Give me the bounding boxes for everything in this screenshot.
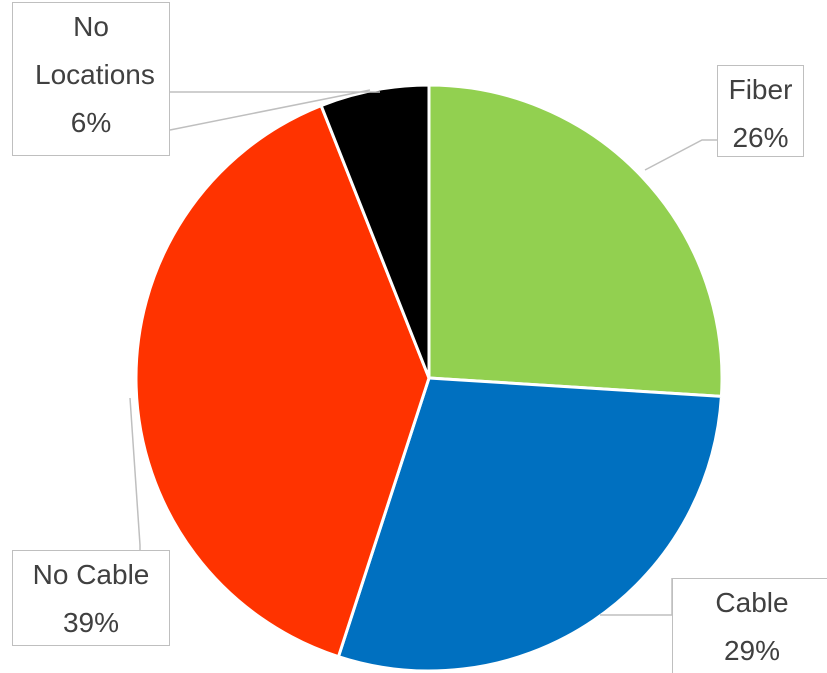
data-label: No Cable 39% — [12, 550, 170, 646]
value-label: 6% — [70, 107, 112, 138]
value-label: 29% — [723, 635, 781, 666]
value-label: 39% — [62, 607, 120, 638]
data-label: Fiber 26% — [717, 65, 804, 157]
leader-line — [169, 89, 380, 131]
value-label: 26% — [732, 122, 789, 153]
pie-slice — [134, 103, 431, 659]
leader-line — [644, 139, 717, 171]
leader-line — [129, 397, 141, 550]
pie-slice — [319, 83, 431, 379]
pie-slice — [336, 376, 724, 673]
category-label: Cable — [715, 587, 789, 618]
category-label: No Cable — [32, 559, 150, 590]
data-label: Cable 29% — [672, 578, 827, 673]
category-label: Fiber — [728, 74, 793, 105]
pie-slice — [427, 83, 724, 398]
category-label: No Locations — [35, 11, 155, 90]
data-label: No Locations 6% — [12, 2, 170, 156]
